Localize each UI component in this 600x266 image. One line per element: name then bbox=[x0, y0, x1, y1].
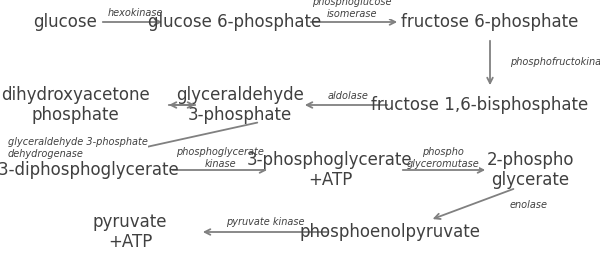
Text: phosphofructokinase: phosphofructokinase bbox=[510, 57, 600, 67]
Text: 2-phospho
glycerate: 2-phospho glycerate bbox=[486, 151, 574, 189]
Text: 3-phosphoglycerate
+ATP: 3-phosphoglycerate +ATP bbox=[247, 151, 413, 189]
Text: phosphoglucose
isomerase: phosphoglucose isomerase bbox=[312, 0, 392, 19]
Text: phosphoenolpyruvate: phosphoenolpyruvate bbox=[299, 223, 481, 241]
Text: phospho
glyceromutase: phospho glyceromutase bbox=[407, 147, 479, 169]
Text: phosphoglycerate
kinase: phosphoglycerate kinase bbox=[176, 147, 264, 169]
Text: pyruvate kinase: pyruvate kinase bbox=[226, 217, 304, 227]
Text: fructose 6-phosphate: fructose 6-phosphate bbox=[401, 13, 578, 31]
Text: fructose 1,6-bisphosphate: fructose 1,6-bisphosphate bbox=[371, 96, 589, 114]
Text: pyruvate
+ATP: pyruvate +ATP bbox=[93, 213, 167, 251]
Text: glyceraldehyde
3-phosphate: glyceraldehyde 3-phosphate bbox=[176, 86, 304, 124]
Text: enolase: enolase bbox=[510, 200, 548, 210]
Text: hexokinase: hexokinase bbox=[107, 8, 163, 18]
Text: dihydroxyacetone
phosphate: dihydroxyacetone phosphate bbox=[1, 86, 149, 124]
Text: glyceraldehyde 3-phosphate
dehydrogenase: glyceraldehyde 3-phosphate dehydrogenase bbox=[8, 137, 148, 159]
Text: glucose: glucose bbox=[33, 13, 97, 31]
Text: aldolase: aldolase bbox=[328, 91, 368, 101]
Text: glucose 6-phosphate: glucose 6-phosphate bbox=[148, 13, 322, 31]
Text: 1,3-diphosphoglycerate: 1,3-diphosphoglycerate bbox=[0, 161, 178, 179]
